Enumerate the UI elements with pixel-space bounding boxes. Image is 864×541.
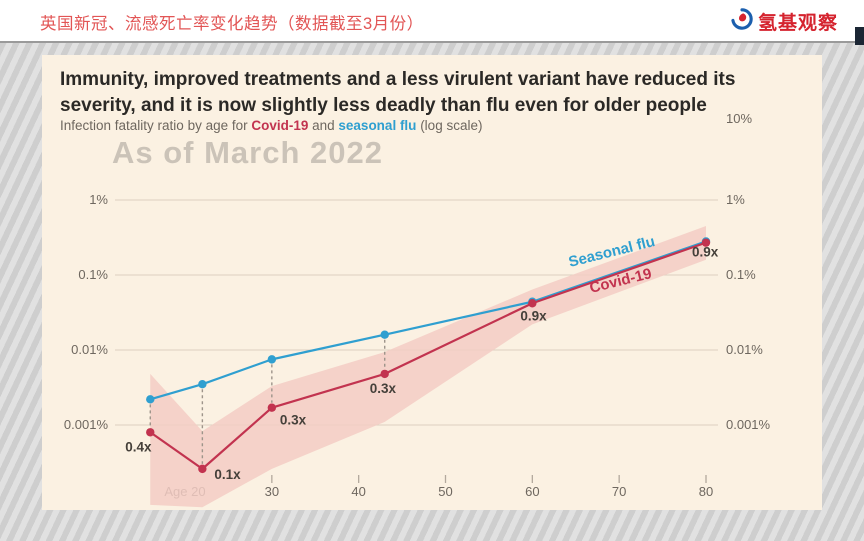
covid-confidence-band — [150, 226, 706, 508]
series-line — [149, 241, 708, 470]
data-point — [380, 330, 389, 339]
x-axis-label: 50 — [438, 484, 452, 499]
y-axis-label-right: 0.01% — [726, 342, 763, 357]
data-point — [146, 395, 155, 404]
chart-subtitle: Infection fatality ratio by age for Covi… — [60, 118, 482, 133]
y-axis-top-label: 10% — [726, 111, 753, 126]
subtitle-text-1: Infection fatality ratio by age for — [60, 118, 252, 133]
data-point — [198, 379, 207, 389]
data-point — [380, 369, 389, 379]
ratio-label: 0.1x — [214, 467, 241, 482]
x-axis-label: 80 — [699, 484, 713, 499]
x-axis-label: 60 — [525, 484, 539, 499]
data-point — [267, 403, 277, 412]
y-axis-label-left: 0.01% — [71, 342, 108, 357]
ratio-label: 0.9x — [692, 245, 719, 260]
chart-headline-line2: severity, and it is now slightly less de… — [60, 94, 707, 116]
window-edge-artifact — [855, 27, 864, 45]
subtitle-flu-label: seasonal flu — [338, 118, 417, 133]
subtitle-text-2: and — [308, 118, 339, 133]
x-axis-label: 40 — [351, 484, 365, 499]
logo-text: 氢基观察 — [757, 13, 838, 34]
header-bar: 英国新冠、流感死亡率变化趋势（数据截至3月份） 氢基观察 — [0, 0, 864, 43]
ifr-chart: 1%1%0.1%0.1%0.01%0.01%0.001%0.001%Age 20… — [64, 192, 771, 508]
y-axis-label-right: 0.001% — [726, 417, 771, 432]
subtitle-text-3: (log scale) — [416, 118, 483, 133]
slide: Immunity, improved treatments and a less… — [42, 55, 822, 510]
data-point — [267, 355, 277, 364]
y-axis-label-left: 0.001% — [64, 417, 109, 432]
logo-icon — [731, 8, 753, 35]
data-point — [146, 428, 155, 437]
header-title: 英国新冠、流感死亡率变化趋势（数据截至3月份） — [40, 15, 424, 33]
y-axis-label-left: 0.1% — [78, 267, 108, 282]
ratio-label: 0.9x — [520, 308, 547, 323]
chart-headline: Immunity, improved treatments and a less… — [60, 67, 735, 119]
data-point — [198, 464, 207, 474]
as-of-watermark: As of March 2022 — [112, 135, 383, 170]
ratio-label: 0.4x — [125, 439, 152, 454]
x-axis-label: 70 — [612, 484, 626, 499]
data-point — [701, 238, 711, 247]
data-point — [528, 299, 537, 308]
series-line — [149, 240, 708, 401]
chart-headline-line1: Immunity, improved treatments and a less… — [60, 69, 736, 90]
ratio-label: 0.3x — [370, 381, 397, 396]
y-axis-label-right: 1% — [726, 192, 745, 207]
y-axis-label-right: 0.1% — [726, 267, 756, 282]
logo: 氢基观察 — [731, 8, 838, 35]
x-axis-label: 30 — [265, 484, 279, 499]
ratio-label: 0.3x — [280, 413, 307, 428]
subtitle-covid-label: Covid-19 — [251, 118, 309, 133]
y-axis-label-left: 1% — [89, 192, 108, 207]
